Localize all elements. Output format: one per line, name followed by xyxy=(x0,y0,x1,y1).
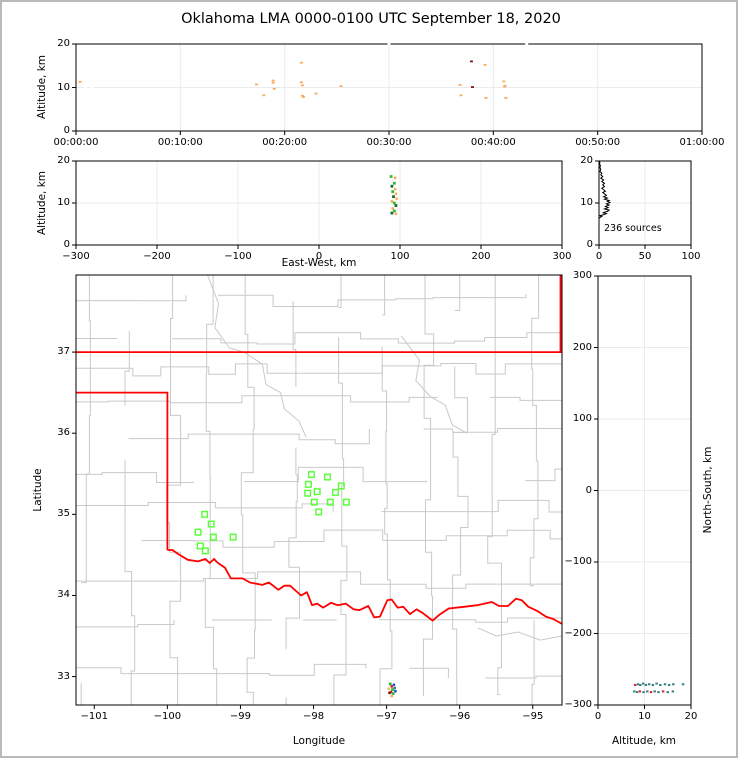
tick-label: −96 xyxy=(449,711,471,722)
tick-label: −100 xyxy=(564,556,592,567)
tick-label: 20 xyxy=(57,38,70,49)
tick-label: 10 xyxy=(57,81,70,93)
xlabel-map-panel: Longitude xyxy=(292,735,346,747)
time-height-points xyxy=(78,43,529,99)
tick-label: 10 xyxy=(638,711,651,722)
ns-height-points xyxy=(633,682,685,694)
river-line xyxy=(477,627,562,641)
tick-label: 200 xyxy=(572,341,592,353)
tick-label: 0 xyxy=(586,239,593,250)
ew-height-points xyxy=(389,175,399,216)
tick-label: −97 xyxy=(376,711,398,722)
ylabel-map-panel: Latitude xyxy=(32,468,44,512)
ew_height-axes xyxy=(72,160,563,249)
ylabel-ns-height-panel: North-South, km xyxy=(702,446,714,534)
tick-label: 00:20:00 xyxy=(262,137,308,148)
river-line xyxy=(400,335,468,434)
tick-label: 50 xyxy=(638,251,652,262)
tick-label: 00:30:00 xyxy=(366,137,412,148)
county-boundaries xyxy=(76,275,562,705)
altitude_histogram-axes xyxy=(595,160,692,249)
tick-label: −100 xyxy=(153,711,182,722)
tick-label: 10 xyxy=(580,197,593,208)
tick-label: 01:00:00 xyxy=(679,137,725,148)
flash-squares xyxy=(194,471,350,555)
tick-label: −98 xyxy=(302,711,325,722)
tick-label: 20 xyxy=(580,155,593,166)
tick-label: 34 xyxy=(57,589,70,601)
tick-label: 0 xyxy=(585,484,592,496)
tick-label: 0 xyxy=(63,239,70,250)
map-source-points xyxy=(387,682,397,698)
tick-label: 20 xyxy=(684,711,698,722)
tick-label: −200 xyxy=(564,627,592,639)
tick-label: 300 xyxy=(572,270,592,281)
tick-label: −300 xyxy=(62,251,90,262)
tick-label: −101 xyxy=(80,711,108,722)
chart-title: Oklahoma LMA 0000-0100 UTC September 18,… xyxy=(181,11,561,27)
tick-label: −100 xyxy=(224,251,252,262)
tick-label: 0 xyxy=(63,125,70,136)
tick-label: 300 xyxy=(552,251,572,262)
tick-label: 00:50:00 xyxy=(575,137,621,148)
source-count-annotation: 236 sources xyxy=(604,223,662,234)
time_height-axes xyxy=(72,43,703,135)
tick-label: 100 xyxy=(572,413,592,424)
tick-label: 33 xyxy=(57,670,70,682)
tick-label: 00:00:00 xyxy=(53,137,99,148)
tick-label: 35 xyxy=(57,508,70,520)
tick-label: −99 xyxy=(229,711,251,722)
tick-label: 200 xyxy=(471,251,491,262)
tick-label: 100 xyxy=(681,251,701,262)
tick-label: 0 xyxy=(595,251,603,262)
tick-label: 100 xyxy=(390,251,410,262)
tick-label: −200 xyxy=(143,251,171,262)
tick-label: 10 xyxy=(57,197,70,208)
plan_map-axes xyxy=(72,274,563,709)
xlabel-ns-height-panel: Altitude, km xyxy=(611,735,677,747)
xlabel-ew-height-panel: East-West, km xyxy=(281,257,357,269)
tick-label: 37 xyxy=(57,346,70,358)
altitude-histogram-line xyxy=(598,160,612,219)
state-border xyxy=(76,275,562,625)
river-line xyxy=(207,275,307,438)
map-layers xyxy=(76,275,562,705)
tick-label: 36 xyxy=(57,427,70,439)
ns_height-axes xyxy=(594,275,692,709)
tick-label: 00:10:00 xyxy=(157,137,203,148)
tick-label: −95 xyxy=(522,711,544,722)
tick-label: −300 xyxy=(564,699,592,710)
tick-label: 00:40:00 xyxy=(470,137,516,148)
tick-label: 20 xyxy=(57,155,70,166)
tick-label: 0 xyxy=(594,711,602,722)
tick-label: 0 xyxy=(315,251,323,262)
